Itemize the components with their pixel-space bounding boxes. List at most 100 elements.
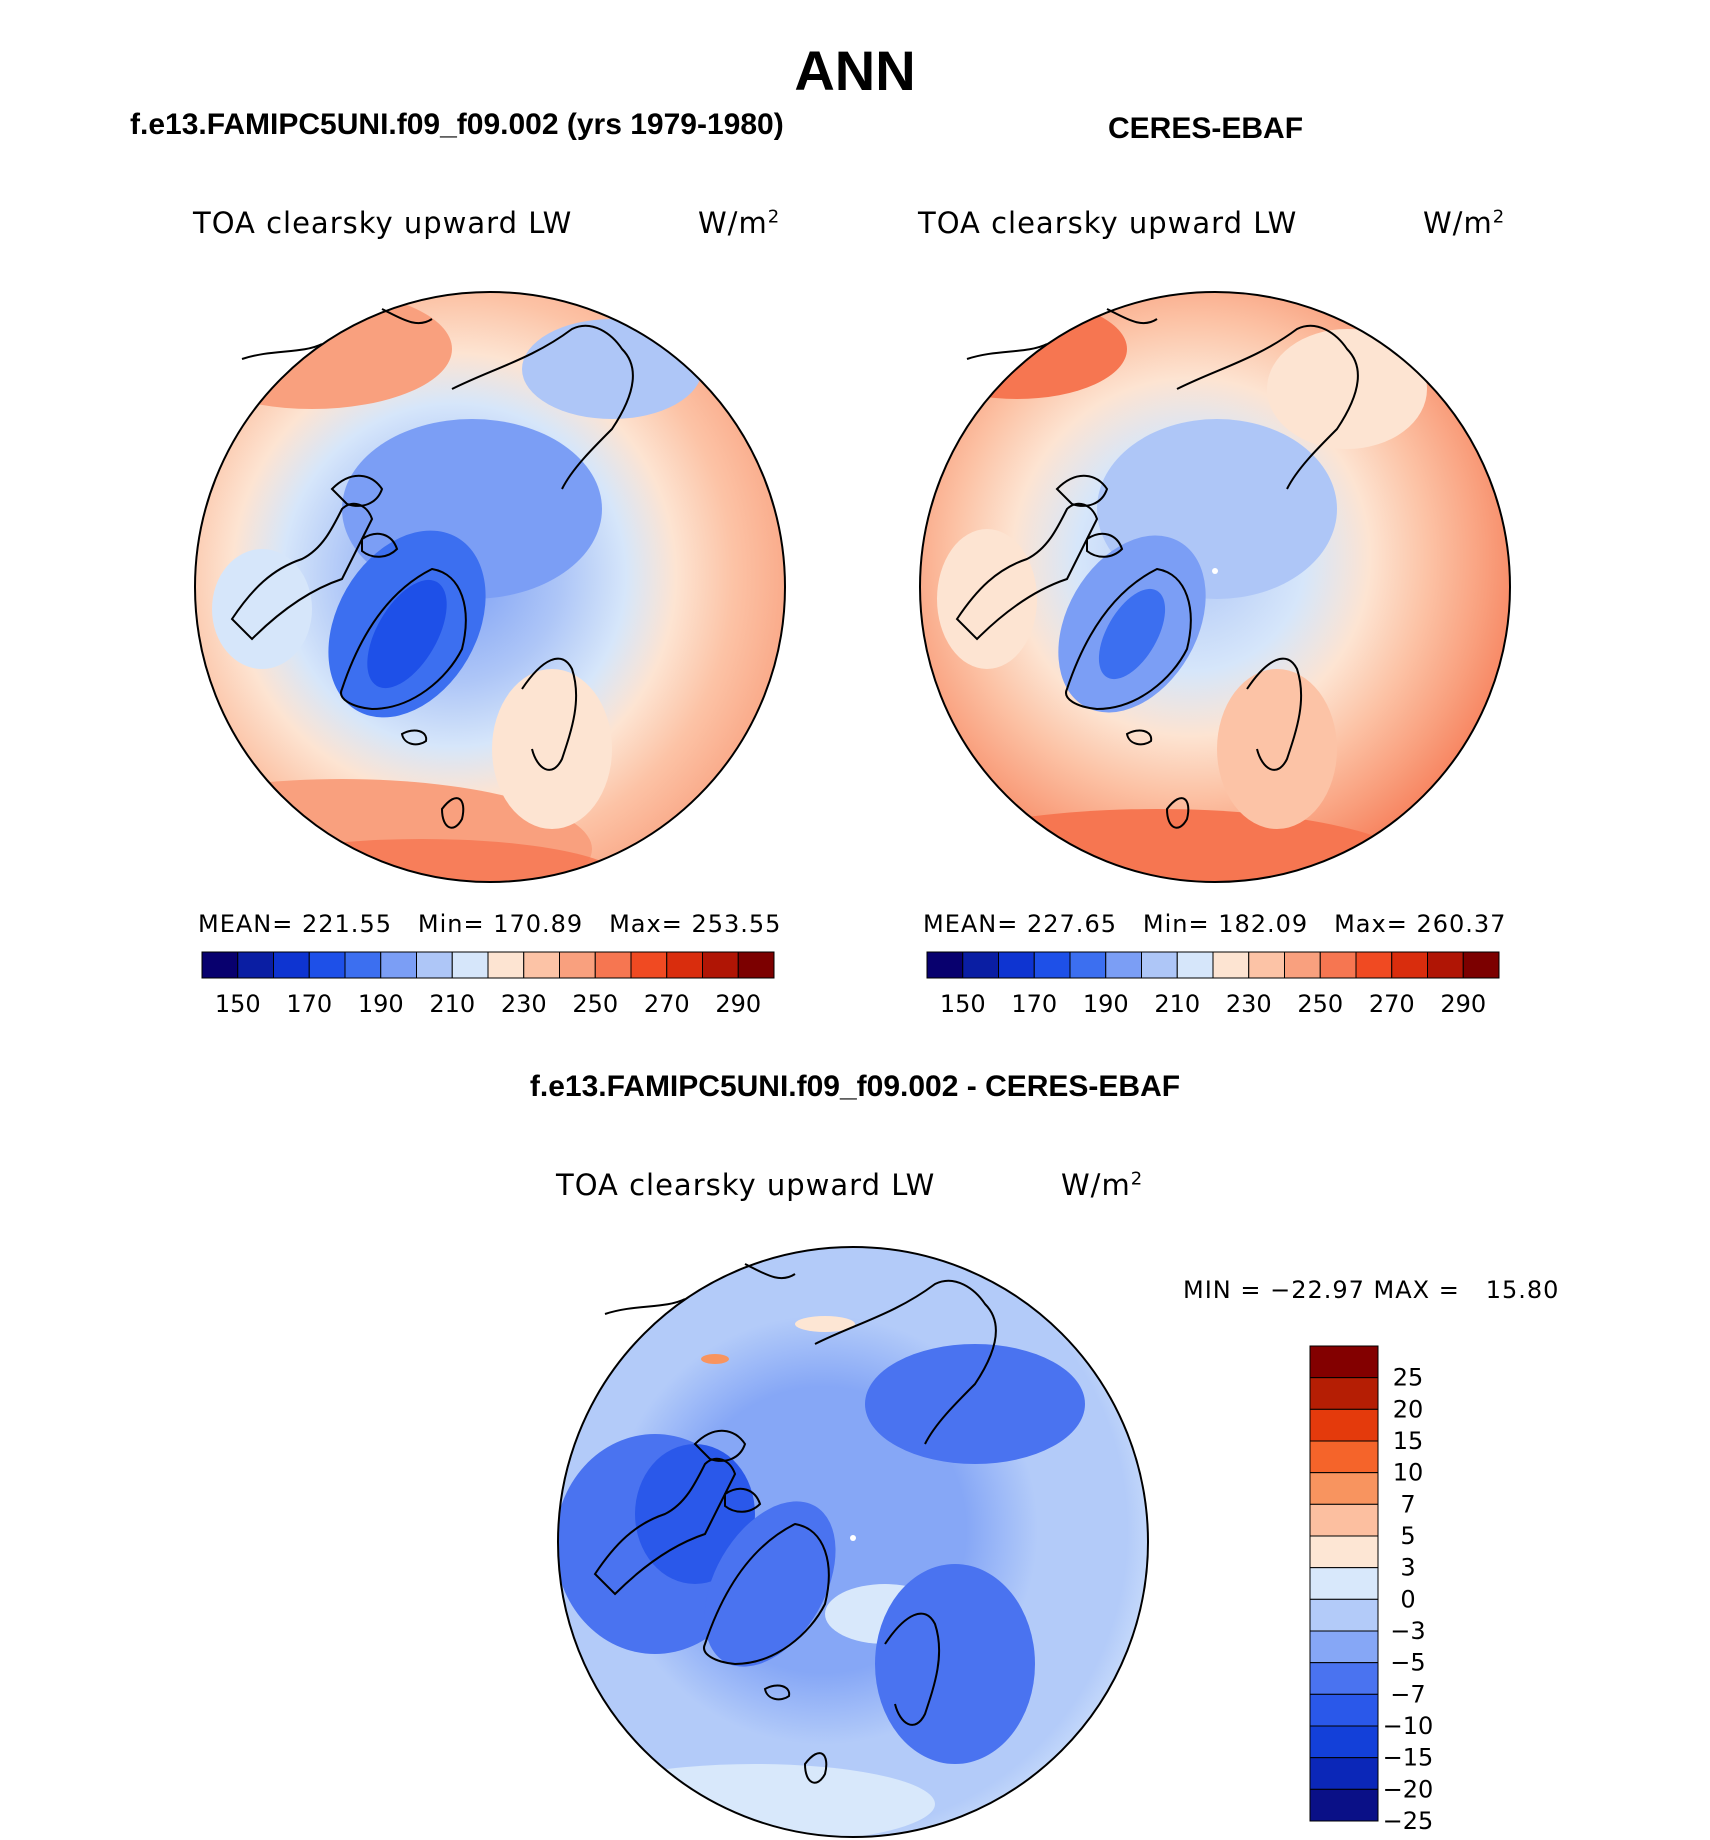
diff-units-base: W/m — [1061, 1168, 1131, 1202]
model-colorbar-cell — [594, 951, 632, 979]
obs-polar-map — [919, 291, 1511, 883]
model-coastline-scandinavia — [521, 657, 578, 771]
model-coastline-uk — [440, 797, 465, 829]
obs-nw-warm-patch — [920, 299, 1127, 399]
model-colorbar-cell — [308, 951, 346, 979]
obs-scandinavia-warm — [1217, 669, 1337, 829]
diff-minmax: MIN = −22.97 MAX = 15.80 — [1183, 1276, 1560, 1304]
diff-colorbar-tick-label: 15 — [1393, 1427, 1424, 1455]
obs-colorbar-cell — [926, 951, 964, 979]
model-canada-mild — [212, 549, 312, 669]
model-colorbar-cell — [523, 951, 560, 979]
model-colorbar-tick-label: 250 — [572, 990, 618, 1018]
obs-colorbar-tick-label: 210 — [1154, 990, 1200, 1018]
obs-map-border — [919, 291, 1511, 883]
obs-colorbar-cell — [962, 951, 999, 979]
obs-colorbar-cell — [1069, 951, 1107, 979]
model-colorbar-cell — [702, 951, 739, 979]
diff-europe-cold — [875, 1564, 1035, 1764]
model-units-base: W/m — [698, 206, 768, 240]
obs-coastline-asia — [1176, 324, 1359, 490]
obs-colorbar-cell — [1284, 951, 1321, 979]
obs-colorbar-cell — [1355, 951, 1393, 979]
diff-colorbar-cell — [1309, 1725, 1379, 1759]
obs-colorbar-cell — [1105, 951, 1142, 979]
model-colorbar-cell — [344, 951, 382, 979]
obs-variable-label: TOA clearsky upward LW — [918, 206, 1298, 240]
obs-colorbar-cell — [1462, 951, 1500, 979]
diff-coastline-asia — [814, 1279, 997, 1445]
diff-polar-map — [557, 1246, 1149, 1838]
obs-colorbar-cell — [1427, 951, 1464, 979]
diff-colorbar-cell — [1309, 1662, 1379, 1695]
model-coastline-canada — [230, 502, 374, 641]
diff-colorbar-tick-label: 20 — [1393, 1395, 1424, 1423]
model-colorbar-cell — [487, 951, 525, 979]
obs-canada-mild — [937, 529, 1037, 669]
model-colorbar-cell — [451, 951, 489, 979]
diff-colorbar-cell — [1309, 1757, 1379, 1790]
model-panel-title: f.e13.FAMIPC5UNI.f09_f09.002 (yrs 1979-1… — [130, 108, 784, 141]
obs-coastline-canada — [955, 502, 1099, 641]
diff-colorbar-cell — [1309, 1377, 1379, 1410]
diff-units-exponent: 2 — [1130, 1168, 1144, 1190]
diff-colorbar-cell — [1309, 1630, 1379, 1664]
obs-min-value: 182.09 — [1218, 910, 1309, 938]
obs-stats: MEAN= 227.65 Min= 182.09 Max= 260.37 — [923, 910, 1506, 938]
diff-colorbar-tick-label: −3 — [1390, 1617, 1425, 1645]
model-scandinavia-warm — [492, 669, 612, 829]
model-min-label: Min= — [417, 910, 485, 938]
diff-units: W/m2 — [1061, 1168, 1143, 1202]
model-colorbar-tick-label: 150 — [215, 990, 261, 1018]
model-colorbar-tick-label: 210 — [429, 990, 475, 1018]
model-map-border — [194, 291, 786, 883]
model-colorbar-cell — [237, 951, 274, 979]
diff-colorbar-cell — [1309, 1345, 1379, 1379]
obs-units-base: W/m — [1423, 206, 1493, 240]
obs-colorbar-cell — [1248, 951, 1285, 979]
obs-colorbar-tick-label: 270 — [1369, 990, 1415, 1018]
model-units-exponent: 2 — [767, 206, 781, 228]
diff-variable-label: TOA clearsky upward LW — [556, 1168, 936, 1202]
diff-colorbar-cell — [1309, 1503, 1379, 1537]
diff-coastline-iceland — [763, 1684, 791, 1701]
diff-coastline-uk — [803, 1752, 828, 1784]
model-pacific-mild — [522, 319, 702, 419]
obs-pacific-mild — [1267, 329, 1427, 449]
obs-coastline-iceland — [1125, 729, 1153, 746]
model-stats: MEAN= 221.55 Min= 170.89 Max= 253.55 — [198, 910, 781, 938]
diff-coastline-archipelago — [693, 1429, 762, 1513]
obs-colorbar-cell — [1033, 951, 1071, 979]
obs-units-exponent: 2 — [1492, 206, 1506, 228]
model-colorbar-tick-label: 190 — [358, 990, 404, 1018]
diff-archipelago-coldest — [635, 1444, 755, 1584]
obs-colorbar-cell — [1176, 951, 1214, 979]
obs-colorbar-tick-label: 150 — [940, 990, 986, 1018]
diff-coastlines — [593, 1263, 997, 1784]
model-max-label: Max= — [609, 910, 683, 938]
obs-max-label: Max= — [1334, 910, 1408, 938]
model-coastline-archipelago — [330, 474, 399, 558]
model-colorbar: 150 170 190 210 230 250 270 290 — [201, 951, 775, 1018]
diff-map-border — [557, 1246, 1149, 1838]
diff-colorbar-cell — [1309, 1598, 1379, 1632]
obs-max-value: 260.37 — [1416, 910, 1507, 938]
obs-colorbar-cell — [1212, 951, 1250, 979]
obs-panel-title: CERES-EBAF — [1108, 112, 1304, 145]
obs-min-label: Min= — [1142, 910, 1210, 938]
obs-colorbar-tick-label: 190 — [1083, 990, 1129, 1018]
diff-colorbar-cell — [1309, 1440, 1379, 1474]
diff-coastline-greenland — [703, 1522, 830, 1666]
diff-coastline-scandinavia — [884, 1612, 941, 1726]
obs-coastline-archipelago — [1055, 474, 1124, 558]
model-colorbar-tick-label: 270 — [644, 990, 690, 1018]
diff-colorbar-cell — [1309, 1535, 1379, 1569]
diff-colorbar-tick-label: 7 — [1400, 1490, 1415, 1518]
diff-colorbar-tick-label: −25 — [1383, 1807, 1434, 1834]
model-colorbar-cell — [380, 951, 417, 979]
obs-coastline-uk — [1165, 797, 1190, 829]
diff-colorbar-cell — [1309, 1472, 1379, 1505]
obs-north-pole-marker — [1212, 568, 1218, 574]
model-colorbar-cell — [737, 951, 775, 979]
model-colorbar-tick-label: 230 — [501, 990, 547, 1018]
